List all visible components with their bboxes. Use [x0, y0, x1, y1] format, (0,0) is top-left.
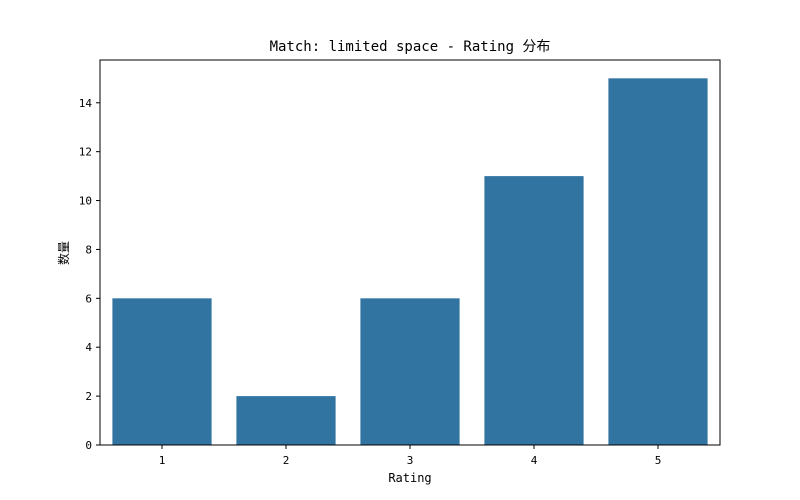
plot-frame: [99, 59, 721, 446]
x-tick-label-5: 5: [655, 454, 662, 467]
bar-2: [236, 396, 336, 445]
x-tick-label-1: 1: [159, 454, 166, 467]
bar-1: [112, 298, 212, 445]
y-tick-label-12: 12: [79, 146, 92, 159]
y-tick-label-4: 4: [85, 341, 92, 354]
x-axis-label: Rating: [388, 471, 431, 485]
y-axis-label: 数量: [56, 241, 71, 265]
x-tick-label-4: 4: [531, 454, 538, 467]
bar-3: [360, 298, 460, 445]
y-tick-label-8: 8: [85, 243, 92, 256]
bar-4: [484, 176, 584, 446]
x-tick-label-3: 3: [407, 454, 414, 467]
y-tick-label-6: 6: [85, 292, 92, 305]
chart-title: Match: limited space - Rating 分布: [270, 39, 551, 55]
y-tick-label-14: 14: [79, 97, 93, 110]
x-tick-label-2: 2: [283, 454, 290, 467]
y-tick-label-2: 2: [85, 390, 92, 403]
y-tick-label-10: 10: [79, 195, 92, 208]
bar-5: [608, 78, 708, 445]
y-tick-label-0: 0: [85, 439, 92, 452]
